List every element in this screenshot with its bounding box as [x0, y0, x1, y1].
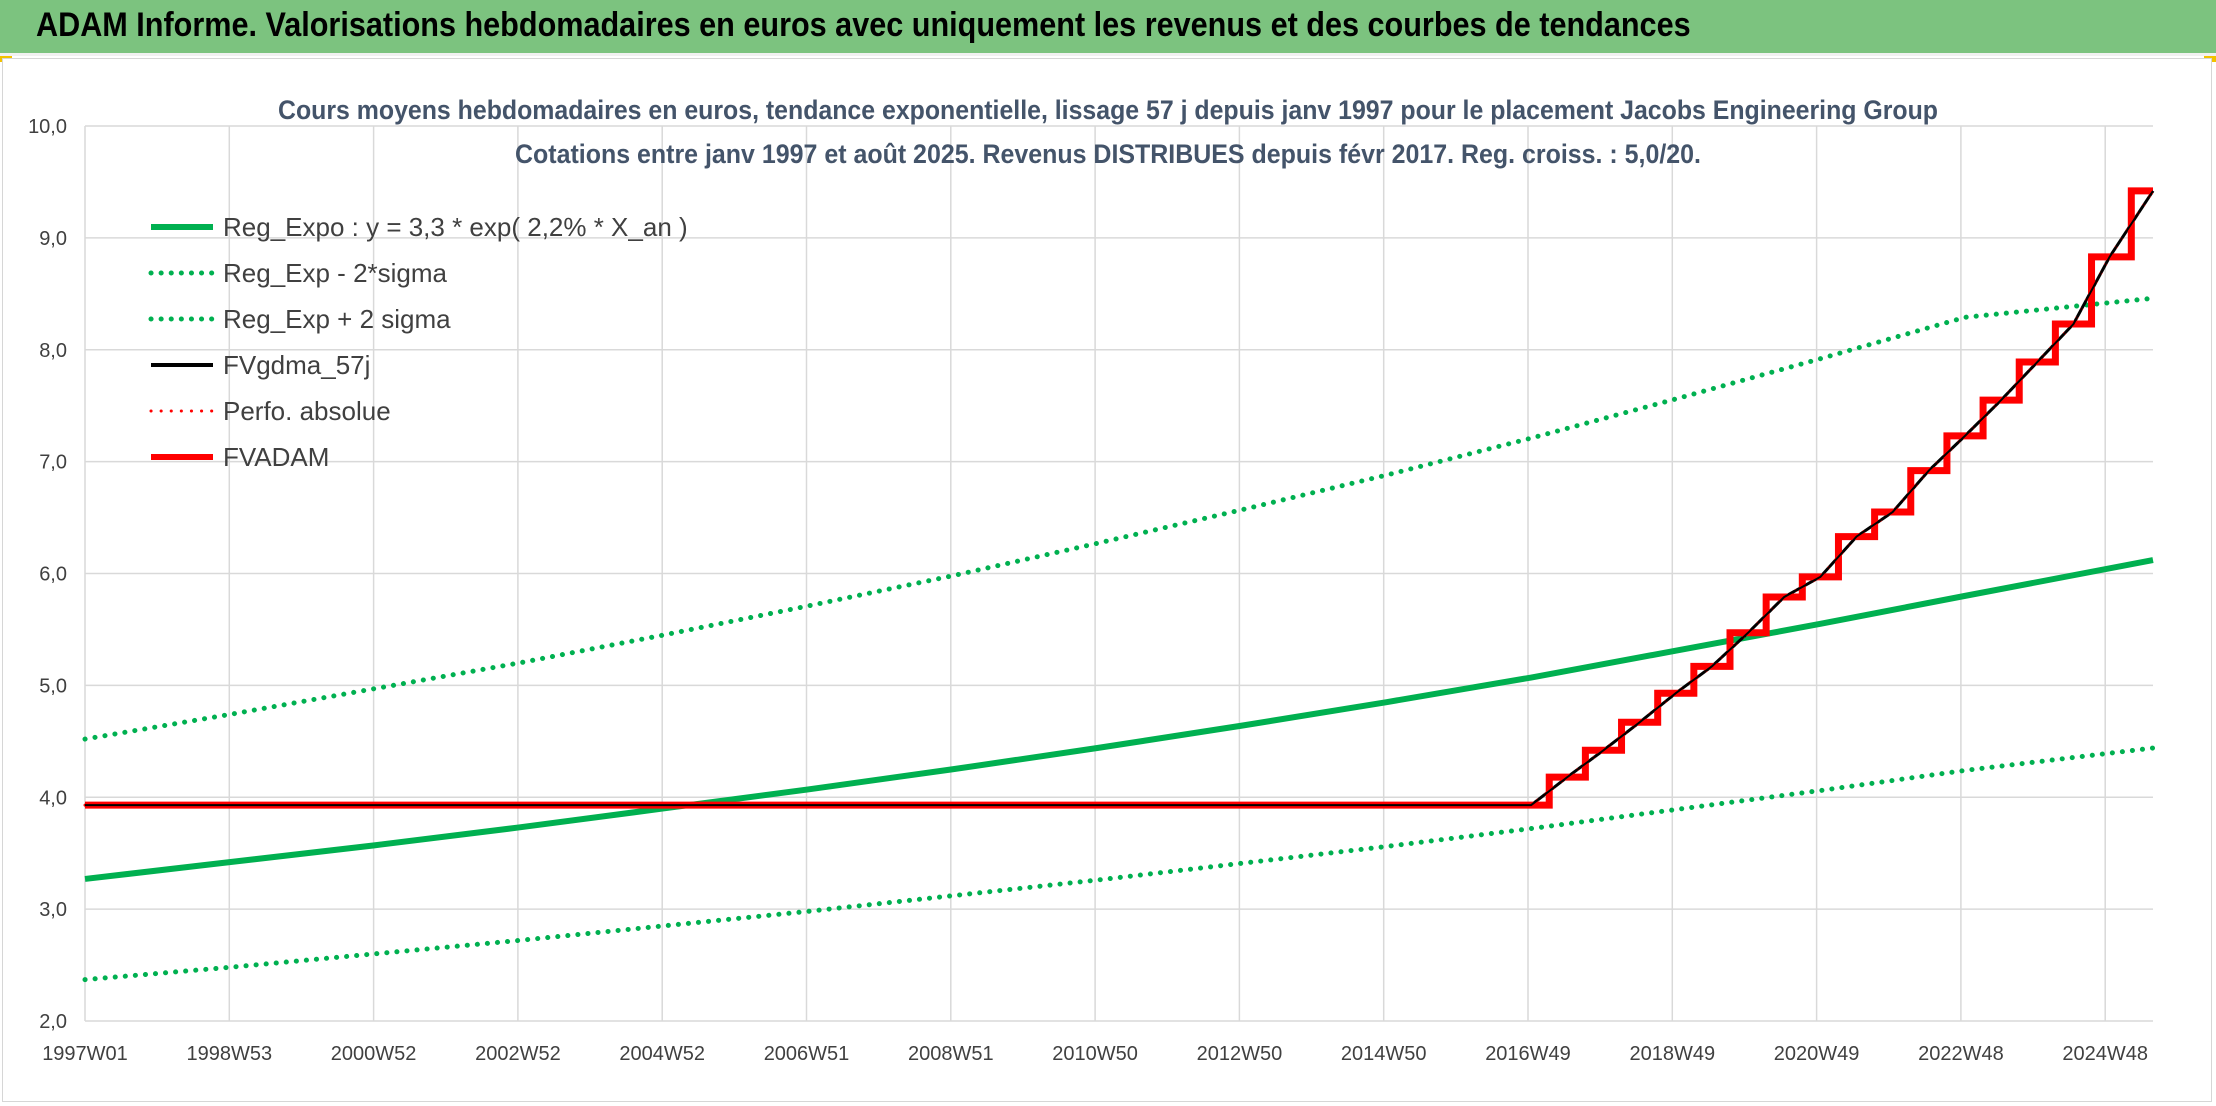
x-tick-label: 2000W52	[331, 1043, 417, 1065]
x-tick-label: 2010W50	[1052, 1043, 1138, 1065]
series-line	[82, 295, 2156, 742]
chart-title: Cours moyens hebdomadaires en euros, ten…	[278, 95, 1938, 125]
page-title: ADAM Informe. Valorisations hebdomadaire…	[36, 6, 1691, 44]
axis-layer: 2,0 3,0 4,0 5,0 6,0 7,0 8,0 9,0 10,0 1997W01 1998W…	[28, 116, 2148, 1065]
x-tick-label: 2004W52	[619, 1043, 705, 1065]
y-tick-label: 3,0	[39, 899, 67, 921]
x-tick-label: 2014W50	[1341, 1043, 1427, 1065]
chart-subtitle: Cotations entre janv 1997 et août 2025. …	[515, 139, 1701, 169]
legend-label: Reg_Expo : y = 3,3 * exp( 2,2% * X_an )	[223, 212, 688, 242]
x-tick-label: 2008W51	[908, 1043, 994, 1065]
legend-label: FVgdma_57j	[223, 350, 370, 380]
x-tick-label: 2012W50	[1197, 1043, 1283, 1065]
x-tick-label: 2002W52	[475, 1043, 561, 1065]
x-tick-label: 2006W51	[764, 1043, 850, 1065]
legend-label: FVADAM	[223, 442, 329, 472]
x-tick-label: 2016W49	[1485, 1043, 1571, 1065]
legend-label: Reg_Exp + 2 sigma	[223, 304, 451, 334]
x-tick-label: 2024W48	[2062, 1043, 2148, 1065]
y-tick-label: 6,0	[39, 564, 67, 586]
y-tick-label: 5,0	[39, 675, 67, 697]
series-line	[84, 557, 2154, 882]
x-tick-label: 2020W49	[1774, 1043, 1860, 1065]
x-tick-label: 1997W01	[42, 1043, 128, 1065]
series-line	[85, 187, 2153, 809]
legend-label: Reg_Exp - 2*sigma	[223, 258, 448, 288]
x-tick-label: 2022W48	[1918, 1043, 2004, 1065]
chart-frame: 2,0 3,0 4,0 5,0 6,0 7,0 8,0 9,0 10,0 1997W01 1998W…	[2, 58, 2212, 1102]
y-tick-label: 10,0	[28, 116, 67, 138]
y-tick-label: 8,0	[39, 340, 67, 362]
y-tick-label: 4,0	[39, 787, 67, 809]
series-layer	[82, 187, 2156, 983]
y-tick-label: 9,0	[39, 228, 67, 250]
legend-label: Perfo. absolue	[223, 396, 391, 426]
series-line	[82, 745, 2156, 983]
x-tick-label: 1998W53	[186, 1043, 272, 1065]
series-line-overlay	[85, 190, 2154, 807]
legend: Reg_Expo : y = 3,3 * exp( 2,2% * X_an ) R…	[148, 212, 688, 472]
line-chart: 2,0 3,0 4,0 5,0 6,0 7,0 8,0 9,0 10,0 1997W01 1998W…	[28, 95, 2156, 1065]
y-tick-label: 2,0	[39, 1011, 67, 1033]
x-tick-label: 2018W49	[1629, 1043, 1715, 1065]
header-bar: ADAM Informe. Valorisations hebdomadaire…	[0, 0, 2216, 56]
y-tick-label: 7,0	[39, 452, 67, 474]
